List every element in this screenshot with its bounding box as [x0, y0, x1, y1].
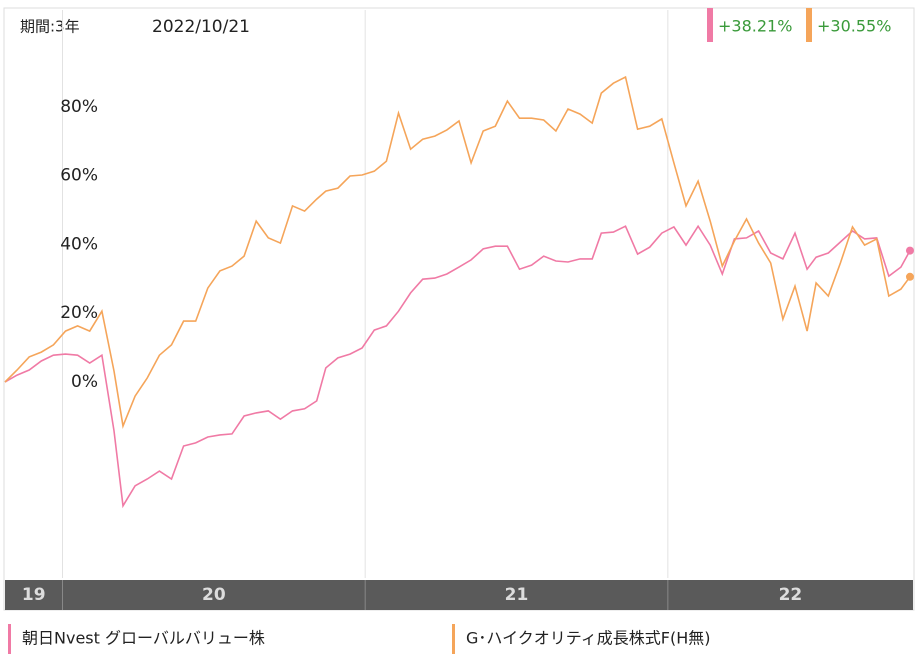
- y-tick-label: 20%: [60, 303, 98, 323]
- date-label: 2022/10/21: [152, 17, 250, 37]
- change-swatch: [707, 8, 713, 42]
- legend-label: 朝日Nvest グローバルバリュー株: [22, 629, 265, 648]
- series-line: [4, 75, 911, 429]
- change-swatch: [806, 8, 812, 42]
- y-tick-label: 0%: [71, 372, 98, 392]
- y-tick-label: 80%: [60, 97, 98, 117]
- end-marker: [905, 272, 914, 281]
- y-tick-label: 60%: [60, 166, 98, 186]
- series-line: [4, 224, 911, 509]
- x-tick-label: 22: [779, 585, 803, 605]
- legend-swatch: [8, 624, 11, 654]
- end-marker: [905, 246, 914, 255]
- chart-frame: [3, 7, 915, 611]
- x-axis-band: [5, 580, 913, 610]
- legend-label: G･ハイクオリティ成長株式F(H無): [466, 629, 711, 648]
- x-tick-label: 19: [22, 585, 46, 605]
- change-label: +30.55%: [817, 17, 891, 36]
- period-label: 期間:3年: [20, 18, 80, 36]
- y-tick-label: 40%: [60, 234, 98, 254]
- x-tick-label: 21: [505, 585, 529, 605]
- x-tick-label: 20: [202, 585, 226, 605]
- change-label: +38.21%: [718, 17, 792, 36]
- legend-swatch: [452, 624, 455, 654]
